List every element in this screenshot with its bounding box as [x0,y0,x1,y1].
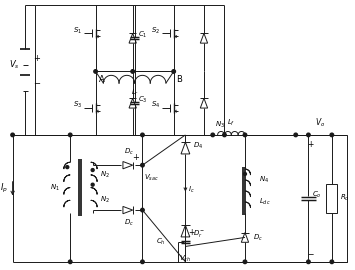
Text: A: A [99,75,104,84]
Text: $-$: $-$ [33,77,41,86]
Bar [327,184,337,213]
Circle shape [223,133,226,137]
Text: $S_2$: $S_2$ [151,25,160,36]
Polygon shape [129,98,136,108]
Text: $C_3$: $C_3$ [138,95,147,105]
Circle shape [307,133,310,137]
Circle shape [141,208,144,212]
Text: $I_p$: $I_p$ [0,182,8,195]
Text: $D_c$: $D_c$ [124,147,134,157]
Circle shape [11,133,14,137]
Circle shape [307,260,310,264]
Text: $S_3$: $S_3$ [73,100,82,110]
Text: $S_4$: $S_4$ [151,100,160,110]
Text: +: + [132,153,138,162]
Text: +: + [189,228,195,237]
Text: $N_2$: $N_2$ [100,170,110,180]
Text: $D_c$: $D_c$ [124,218,134,228]
Polygon shape [200,98,208,108]
Text: B: B [177,75,182,84]
Circle shape [330,260,334,264]
Polygon shape [181,225,190,237]
Text: $L_r$: $L_r$ [131,88,139,98]
Circle shape [141,260,144,264]
Text: +: + [33,54,40,63]
Circle shape [69,260,72,264]
Circle shape [244,173,246,176]
Text: $D_4$: $D_4$ [193,141,203,151]
Text: $S_1$: $S_1$ [73,25,82,36]
Circle shape [243,133,247,137]
Text: $C_h$: $C_h$ [156,237,166,247]
Circle shape [172,70,175,73]
Circle shape [131,70,135,73]
Text: $N_1$: $N_1$ [50,183,60,193]
Polygon shape [123,207,133,214]
Circle shape [243,260,247,264]
Text: $L_f$: $L_f$ [227,118,235,128]
Circle shape [330,133,334,137]
Circle shape [91,168,94,171]
Text: $N_4$: $N_4$ [259,175,269,185]
Text: $N_2$: $N_2$ [100,195,110,205]
Text: $C_o$: $C_o$ [312,189,322,200]
Circle shape [141,163,144,167]
Text: $I_c$: $I_c$ [189,184,195,195]
Polygon shape [123,161,133,169]
Text: $D_c$: $D_c$ [253,232,263,242]
Text: $V_s$: $V_s$ [9,59,20,71]
Circle shape [91,183,94,186]
Circle shape [211,133,214,137]
Polygon shape [200,33,208,43]
Text: $V_o$: $V_o$ [315,117,325,129]
Polygon shape [181,142,190,154]
Text: $V_{ch}$: $V_{ch}$ [179,254,192,264]
Polygon shape [241,232,248,242]
Text: $V_{sac}$: $V_{sac}$ [144,173,159,183]
Circle shape [141,133,144,137]
Text: $L_{dc}$: $L_{dc}$ [259,197,270,207]
Text: $C_1$: $C_1$ [138,30,147,40]
Circle shape [69,133,72,137]
Circle shape [294,133,297,137]
Text: $-$: $-$ [307,248,314,257]
Polygon shape [129,33,136,43]
Text: $N_3$: $N_3$ [215,120,225,130]
Circle shape [66,166,69,168]
Text: $R_o$: $R_o$ [340,193,349,204]
Text: $D_r^-$: $D_r^-$ [193,228,206,238]
Circle shape [94,70,97,73]
Text: +: + [307,140,313,149]
